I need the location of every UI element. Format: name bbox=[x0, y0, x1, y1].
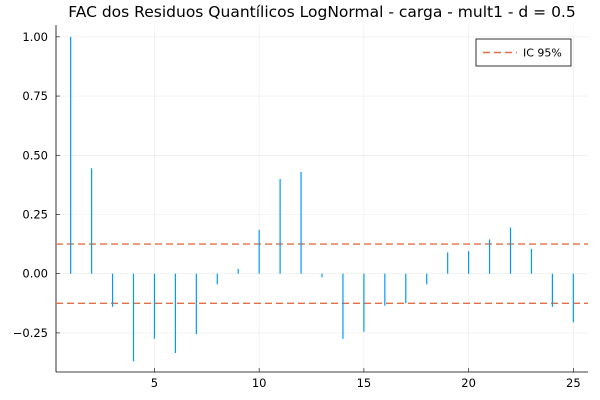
y-tick-label: 0.75 bbox=[22, 89, 48, 103]
x-tick-label: 5 bbox=[151, 376, 158, 390]
x-tick-label: 20 bbox=[461, 376, 476, 390]
y-tick-label: 0.25 bbox=[22, 207, 48, 221]
acf-stems bbox=[70, 36, 574, 362]
tick-labels: 5 10 15 20 25 −0.25 0.00 0.25 0.50 0.75 1.00 bbox=[13, 30, 581, 390]
axes bbox=[55, 25, 588, 373]
legend: IC 95% bbox=[475, 38, 572, 67]
y-tick-label: 1.00 bbox=[22, 30, 48, 44]
x-tick-label: 15 bbox=[357, 376, 372, 390]
x-tick-label: 25 bbox=[566, 376, 581, 390]
x-tick-label: 10 bbox=[252, 376, 267, 390]
y-tick-label: 0.00 bbox=[22, 267, 48, 281]
grid bbox=[56, 25, 588, 372]
confidence-interval-lines bbox=[56, 243, 588, 305]
chart-title: FAC dos Residuos Quantílicos LogNormal -… bbox=[68, 3, 575, 21]
y-tick-label: 0.50 bbox=[22, 148, 48, 162]
y-tick-label: −0.25 bbox=[13, 326, 48, 340]
legend-label-ic95: IC 95% bbox=[523, 47, 562, 60]
legend-box bbox=[475, 38, 572, 67]
